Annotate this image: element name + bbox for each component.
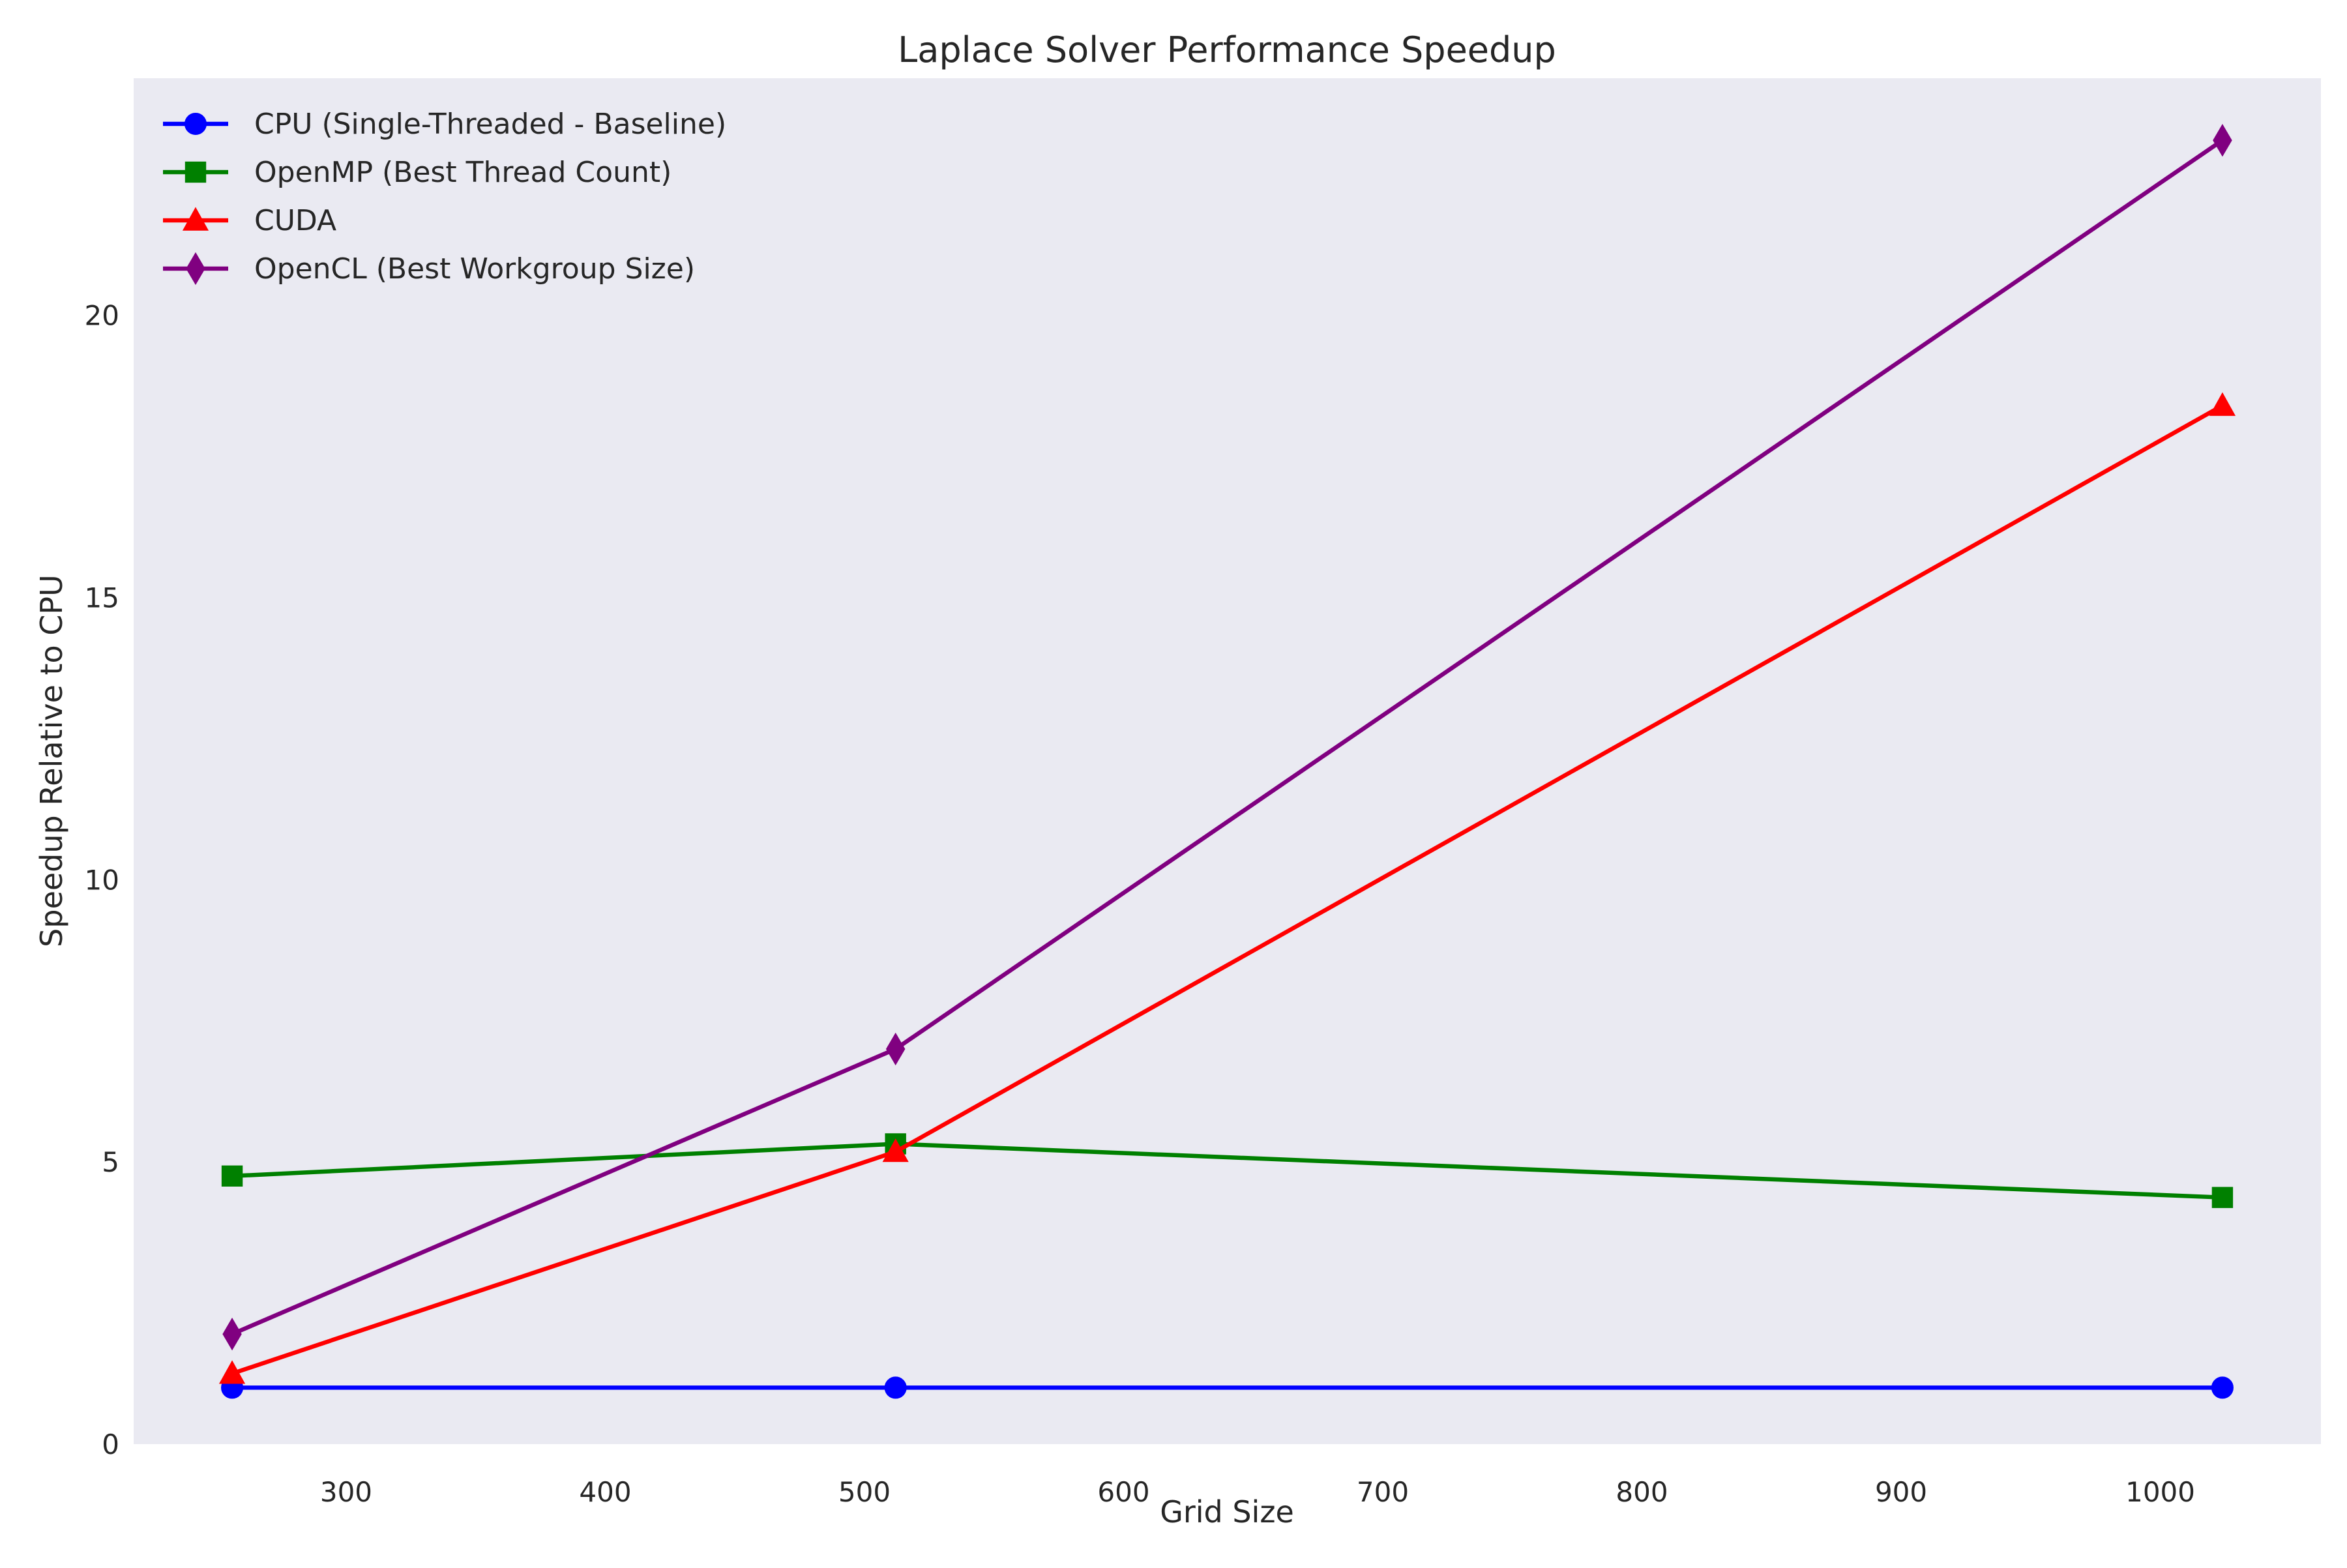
data-point (884, 1376, 907, 1399)
x-axis-label: Grid Size (1160, 1494, 1294, 1530)
data-point (2209, 392, 2236, 416)
data-point (885, 1032, 906, 1066)
legend-marker (185, 113, 207, 135)
x-tick-label: 300 (320, 1476, 372, 1508)
x-tick-label: 500 (838, 1476, 891, 1508)
series-layer (218, 124, 2236, 1399)
x-tick-label: 600 (1097, 1476, 1149, 1508)
series-opencl-best-workgroup-size (222, 124, 2232, 1351)
series-cuda (218, 392, 2236, 1384)
y-tick-label: 10 (85, 864, 119, 896)
x-tick-label: 800 (1616, 1476, 1668, 1508)
plot-area (134, 78, 2321, 1444)
data-point (2211, 1376, 2234, 1399)
data-point (222, 1318, 242, 1351)
legend-label: CPU (Single-Threaded - Baseline) (254, 108, 726, 141)
y-tick-label: 5 (102, 1146, 119, 1178)
data-point (221, 1165, 243, 1187)
legend-label: OpenMP (Best Thread Count) (254, 156, 672, 189)
x-tick-label: 1000 (2125, 1476, 2195, 1508)
y-tick-label: 0 (102, 1428, 119, 1460)
data-point (218, 1360, 246, 1384)
legend-label: CUDA (254, 204, 336, 237)
data-point (882, 1138, 909, 1162)
x-tick-label: 700 (1357, 1476, 1409, 1508)
legend-item: OpenMP (Best Thread Count) (163, 156, 672, 189)
x-axis-ticks: 300 400 500 600 700 800 900 1000 (320, 1476, 2195, 1508)
chart-title: Laplace Solver Performance Speedup (898, 29, 1556, 70)
legend-item: OpenCL (Best Workgroup Size) (163, 252, 695, 286)
y-axis-label: Speedup Relative to CPU (34, 574, 69, 947)
x-tick-label: 400 (579, 1476, 631, 1508)
legend-label: OpenCL (Best Workgroup Size) (254, 252, 695, 286)
x-tick-label: 900 (1875, 1476, 1927, 1508)
legend-item: CUDA (163, 204, 336, 237)
y-axis-ticks: 0 5 10 15 20 (85, 300, 119, 1460)
y-tick-label: 15 (85, 582, 119, 614)
data-point (2211, 1187, 2234, 1208)
legend-item: CPU (Single-Threaded - Baseline) (163, 108, 726, 141)
legend-marker (186, 252, 205, 286)
data-point (2213, 124, 2232, 157)
legend: CPU (Single-Threaded - Baseline) OpenMP (… (163, 108, 726, 286)
legend-marker (182, 207, 209, 231)
legend-marker (185, 161, 207, 183)
y-tick-label: 20 (85, 300, 119, 332)
